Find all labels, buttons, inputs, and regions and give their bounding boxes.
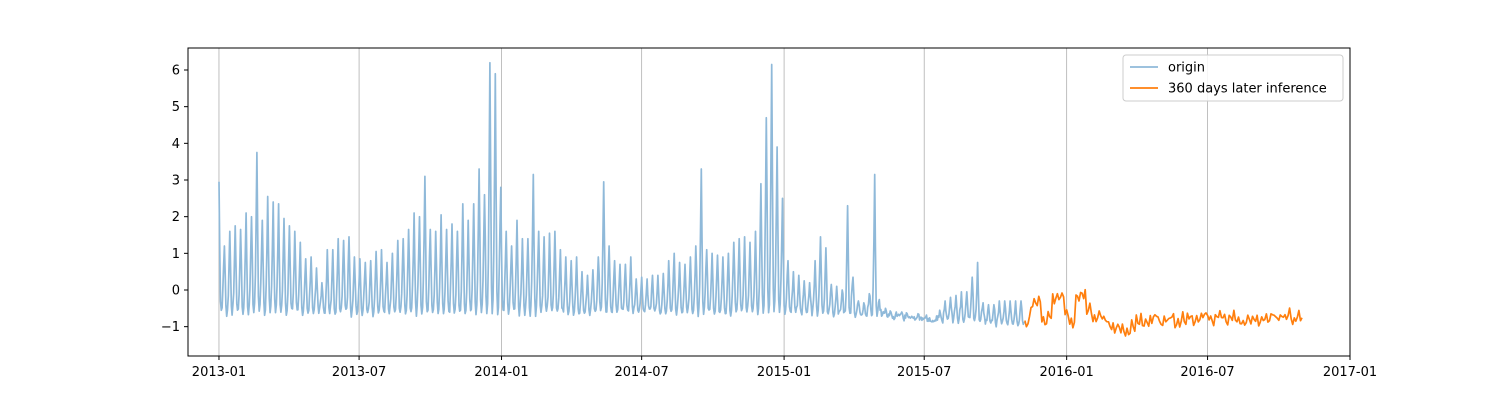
- x-tick-label: 2014-01: [474, 365, 528, 380]
- y-tick-label: 0: [172, 284, 180, 299]
- x-tick-label: 2017-01: [1323, 365, 1377, 380]
- legend-label: 360 days later inference: [1168, 82, 1327, 97]
- y-tick-label: 1: [172, 247, 180, 262]
- y-tick-label: 2: [172, 210, 180, 225]
- y-tick-label: 5: [172, 100, 180, 115]
- series-inference-line: [1024, 288, 1303, 337]
- x-tick-label: 2013-07: [332, 365, 386, 380]
- plot-area-frame: [187, 47, 1351, 357]
- x-tick-label: 2016-01: [1039, 365, 1093, 380]
- x-tick-label: 2014-07: [614, 365, 668, 380]
- y-tick-label: −1: [161, 320, 180, 335]
- legend: origin 360 days later inference: [1122, 54, 1344, 102]
- x-tick-label: 2015-07: [897, 365, 951, 380]
- series-layer: [218, 61, 1303, 337]
- legend-box: [1122, 54, 1344, 102]
- legend-label: origin: [1168, 61, 1205, 76]
- x-tick-label: 2016-07: [1180, 365, 1234, 380]
- x-axis: 2013-01 2013-07 2014-01 2014-07 2015-01 2015-…: [192, 356, 1377, 380]
- x-tick-label: 2015-01: [757, 365, 811, 380]
- y-axis: −1 0 1 2 3 4 5 6: [161, 64, 188, 335]
- y-tick-label: 3: [172, 174, 180, 189]
- y-tick-label: 4: [172, 137, 180, 152]
- series-origin-line: [218, 61, 1025, 328]
- y-tick-label: 6: [172, 64, 180, 79]
- x-tick-label: 2013-01: [192, 365, 246, 380]
